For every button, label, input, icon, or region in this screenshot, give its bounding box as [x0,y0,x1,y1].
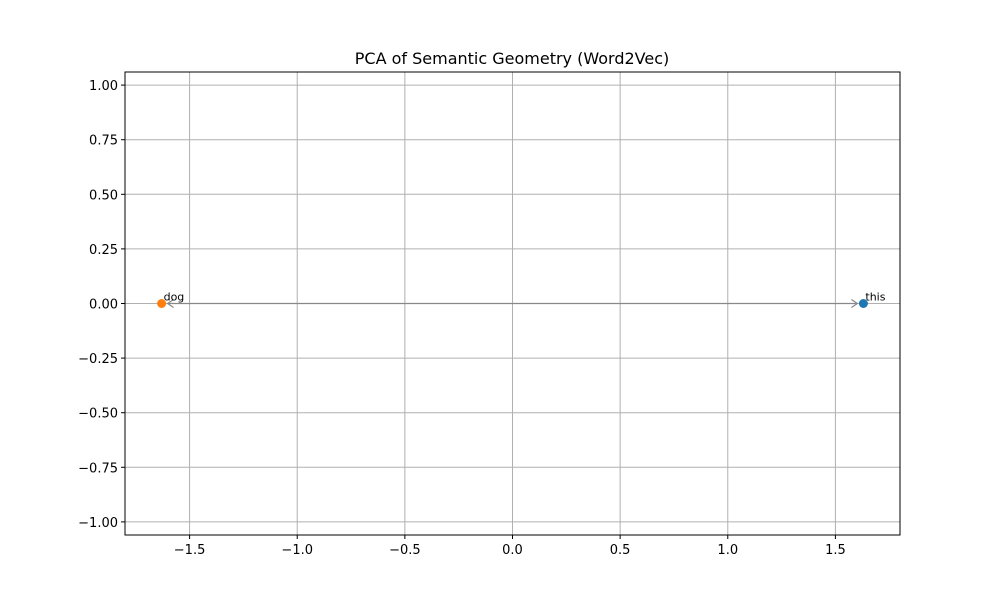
arrow-head-start [166,299,174,308]
x-tick-label: −1.0 [281,543,313,558]
point-this [858,299,868,308]
chart-title: PCA of Semantic Geometry (Word2Vec) [355,49,670,68]
arrows [166,299,859,308]
x-tick-label: −0.5 [389,543,421,558]
x-tick-label: 1.0 [717,543,738,558]
y-tick-label: 0.50 [89,188,118,203]
y-tick-label: 0.00 [89,298,118,313]
y-tick-label: 1.00 [89,79,118,94]
y-tick-label: 0.75 [89,134,118,149]
axis-ticks: −1.5 −1.0 −0.5 0.0 0.5 1.0 1.5 1.00 0.75 0.50 0.25… [78,79,846,558]
arrow-head-end [851,299,859,308]
y-tick-label: −1.00 [78,516,118,531]
y-tick-label: −0.75 [78,461,118,476]
data-points: this dog [157,291,886,308]
y-tick-label: −0.25 [78,352,118,367]
y-tick-label: −0.50 [78,407,118,422]
x-tick-label: 0.0 [502,543,523,558]
point-label-this: this [865,291,885,304]
y-tick-label: 0.25 [89,243,118,258]
x-tick-label: 0.5 [610,543,631,558]
point-dog [157,299,167,308]
point-label-dog: dog [164,291,185,304]
x-tick-label: −1.5 [174,543,206,558]
x-tick-label: 1.5 [825,543,846,558]
